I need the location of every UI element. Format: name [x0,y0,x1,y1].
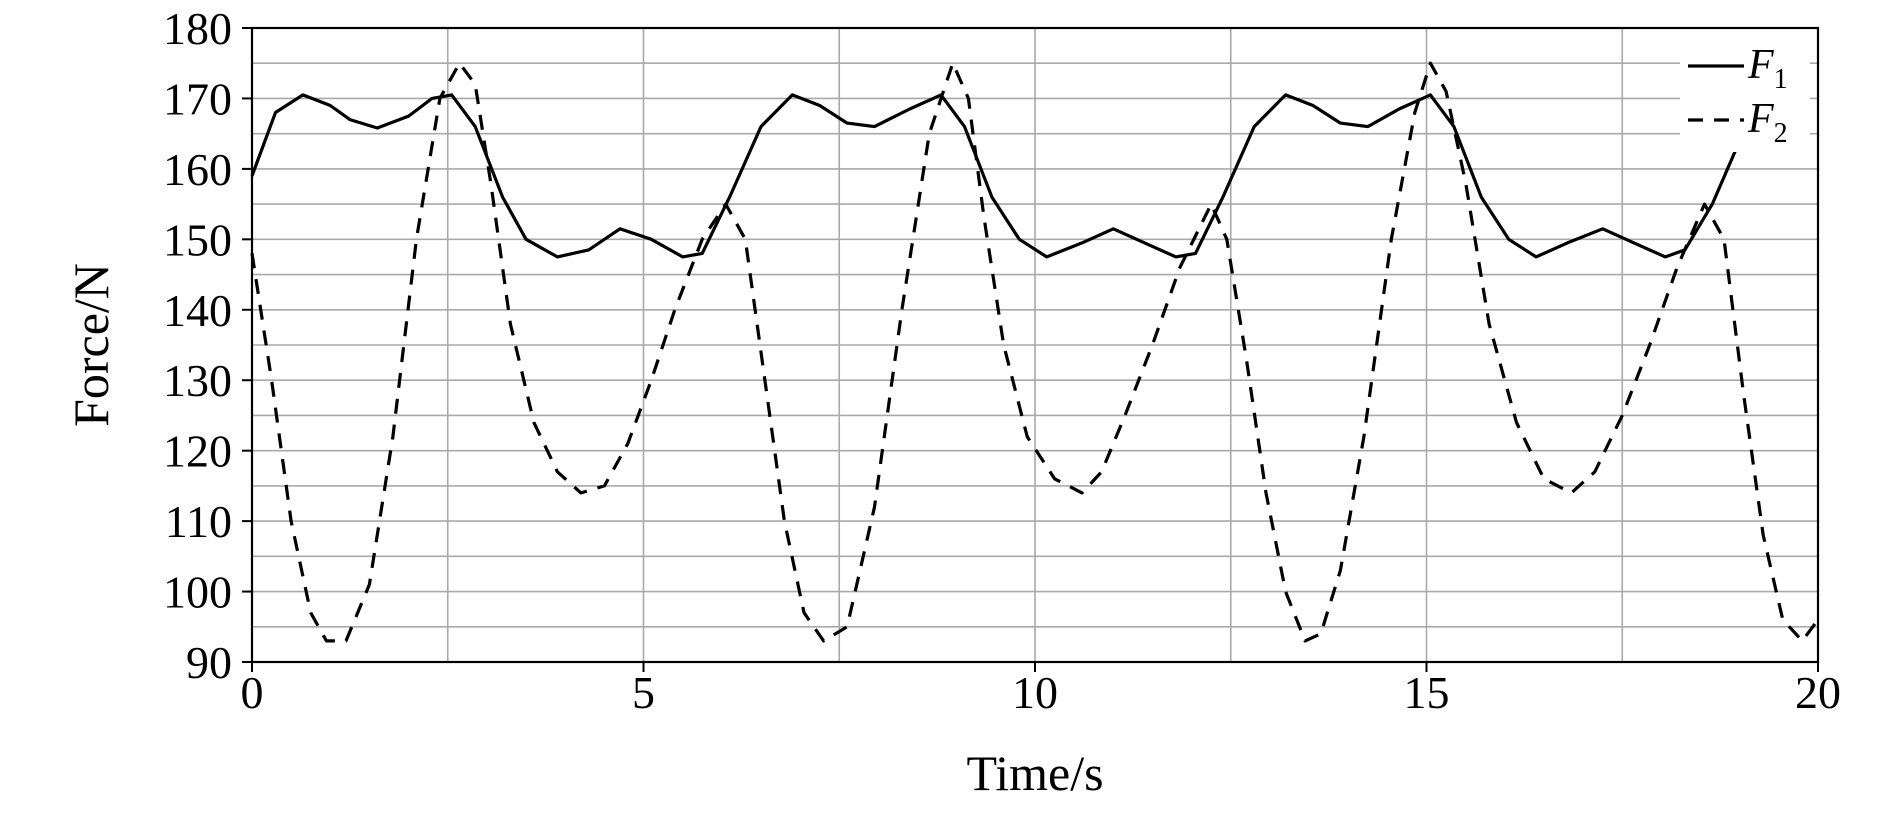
y-tick-label: 180 [163,3,232,54]
x-tick-label: 10 [1012,667,1058,718]
x-tick-label: 5 [632,667,655,718]
legend: F1 F2 [1680,42,1810,152]
legend-label-f2: F2 [1747,96,1788,149]
y-tick-label: 110 [165,496,232,547]
series-layer [250,61,1820,643]
y-tick-label: 90 [186,637,232,688]
x-axis-title: Time/s [966,745,1103,801]
x-tick-label: 0 [241,667,264,718]
y-tick-label: 100 [163,567,232,618]
series-line-1 [250,93,1742,259]
legend-background [1680,44,1810,152]
axis-layer: 90 100 110 120 130 140 150 160 170 180 0 5 10 15 20 [163,3,1841,718]
grid-layer [251,27,1819,663]
y-tick-label: 130 [163,355,232,406]
y-tick-label: 120 [163,426,232,477]
y-tick-label: 150 [163,214,232,265]
y-tick-label: 160 [163,144,232,195]
x-tick-label: 20 [1795,667,1841,718]
y-tick-label: 140 [163,285,232,336]
legend-label-f1: F1 [1747,42,1788,95]
x-tick-label: 15 [1404,667,1450,718]
y-tick-label: 170 [163,73,232,124]
series-line-2 [250,61,1820,643]
y-axis-title: Force/N [63,263,119,427]
